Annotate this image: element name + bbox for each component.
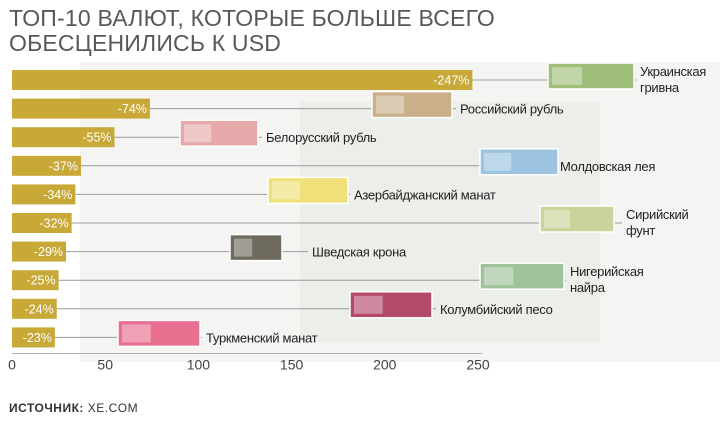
bar-value-label: -25%: [26, 274, 55, 288]
chart-area: -247% Украинская гривна -74% Российский рубл…: [0, 62, 720, 382]
category-label-line: Украинская: [640, 64, 706, 79]
category-label-line: гривна: [640, 80, 680, 95]
bar-value-label: -24%: [25, 302, 54, 316]
bar: [12, 327, 55, 348]
banknote-portrait: [376, 95, 404, 114]
category-label-line: Колумбийский песо: [440, 302, 553, 317]
banknote-image: [179, 119, 259, 147]
category-label-line: Белорусский рубль: [266, 130, 377, 145]
banknote-image: [117, 319, 201, 348]
category-label-line: Туркменский манат: [206, 330, 318, 345]
source-note: ИСТОЧНИК: XE.COM: [9, 401, 138, 415]
category-label: Молдовская лея: [560, 159, 655, 174]
bar: [12, 98, 150, 119]
banknote-image: [349, 291, 433, 319]
banknote-portrait: [184, 124, 212, 143]
bar-value-label: -37%: [49, 159, 78, 173]
bar: [12, 155, 81, 176]
bar: [12, 241, 67, 262]
banknote-portrait: [234, 238, 253, 257]
category-label: Российский рубль: [460, 102, 564, 117]
category-label-line: Азербайджанский манат: [354, 187, 496, 202]
category-label: Шведская крона: [312, 245, 407, 260]
banknote-image: [539, 205, 615, 233]
bar: [12, 298, 57, 319]
bar: [12, 184, 76, 205]
x-tick-label: 0: [8, 356, 16, 372]
category-label: Нигерийская найра: [570, 264, 644, 295]
category-label-line: Молдовская лея: [560, 159, 655, 174]
banknote-portrait: [354, 295, 383, 314]
bar: [12, 213, 72, 233]
category-label: Белорусский рубль: [266, 130, 377, 145]
category-label-line: Российский рубль: [460, 102, 564, 117]
category-label: Сирийский фунт: [626, 207, 688, 238]
bar-chart: -247% Украинская гривна -74% Российский рубл…: [8, 62, 720, 372]
bar-value-label: -29%: [34, 245, 63, 259]
bar-value-label: -34%: [43, 188, 72, 202]
category-label-line: найра: [570, 280, 606, 295]
banknote-portrait: [544, 210, 570, 228]
banknote-portrait: [122, 324, 151, 343]
category-label: Украинская гривна: [640, 64, 706, 95]
banknote-portrait: [272, 181, 300, 200]
bar-value-label: -32%: [39, 217, 68, 231]
x-tick-label: 250: [466, 356, 490, 372]
x-tick-label: 100: [187, 356, 211, 372]
category-label-line: Нигерийская: [570, 264, 644, 279]
category-label-line: Сирийский: [626, 207, 688, 222]
bar: [12, 127, 115, 148]
banknote-portrait: [484, 152, 512, 171]
x-tick-label: 50: [97, 356, 113, 372]
bar-value-label: -74%: [118, 102, 147, 116]
category-label: Азербайджанский манат: [354, 187, 496, 202]
category-label-line: Шведская крона: [312, 245, 407, 260]
banknote-image: [267, 176, 349, 205]
bar: [12, 70, 473, 90]
source-label: ИСТОЧНИК:: [9, 401, 84, 415]
banknote-image: [547, 62, 635, 90]
banknote-image: [479, 148, 559, 176]
chart-title: ТОП-10 ВАЛЮТ, КОТОРЫЕ БОЛЬШЕ ВСЕГО ОБЕСЦ…: [9, 5, 496, 56]
bar-value-label: -23%: [23, 331, 52, 345]
banknote-portrait: [484, 267, 514, 286]
category-label: Колумбийский песо: [440, 302, 553, 317]
category-label-line: фунт: [626, 223, 655, 238]
bar: [12, 270, 59, 291]
x-tick-label: 150: [280, 356, 304, 372]
bar-value-label: -55%: [82, 131, 111, 145]
banknote-portrait: [552, 67, 583, 85]
banknote-image: [479, 262, 565, 290]
banknote-image: [229, 233, 283, 262]
source-value: XE.COM: [87, 401, 139, 415]
x-tick-label: 200: [373, 356, 397, 372]
category-label: Туркменский манат: [206, 330, 318, 345]
banknote-image: [371, 90, 453, 119]
bar-value-label: -247%: [433, 74, 469, 88]
